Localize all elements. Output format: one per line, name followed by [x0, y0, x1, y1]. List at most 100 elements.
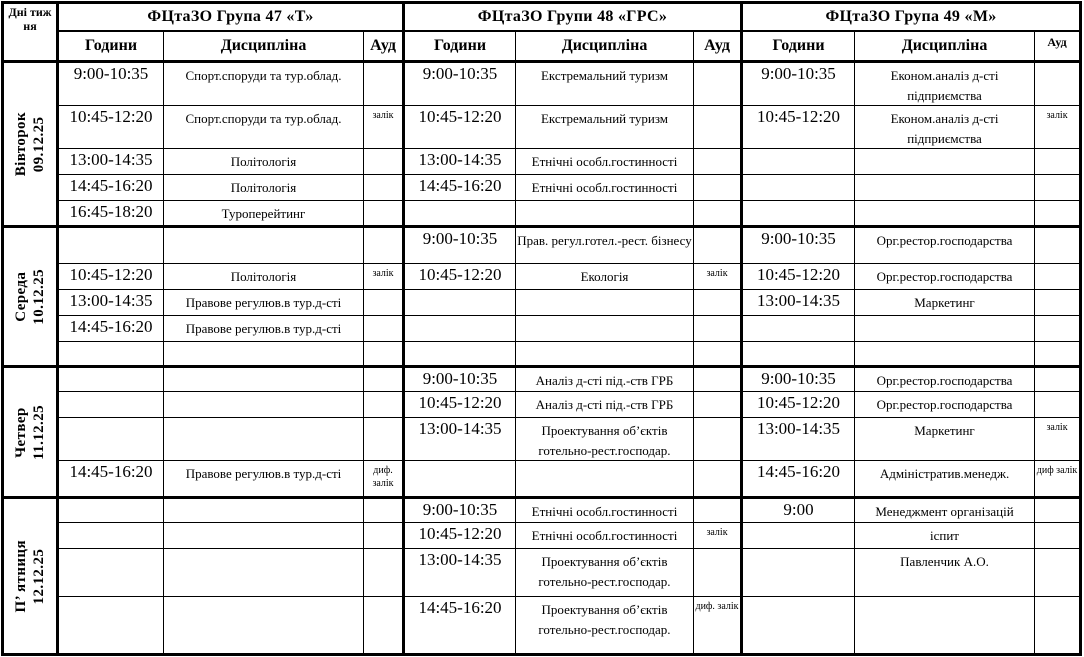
subject-cell: Туроперейтинг: [163, 200, 364, 227]
table-row: 13:00-14:35 Політологія 13:00-14:35 Етнічні…: [3, 148, 1082, 175]
time-cell: [740, 174, 856, 201]
time-cell: 9:00-10:35: [56, 60, 164, 106]
time-cell: 10:45-12:20: [740, 263, 856, 290]
day-date: 11.12.25: [31, 404, 47, 460]
room-cell: [692, 496, 743, 523]
subject-cell: Правове регулюв.в тур.д-сті: [163, 460, 364, 498]
subject-cell: [163, 365, 364, 392]
room-cell: [1034, 522, 1082, 549]
table-row: Четвер 11.12.25 9:00-10:35 Аналіз д-сті під…: [2, 365, 1082, 498]
time-cell: [740, 522, 856, 549]
subject-cell: іспит: [854, 522, 1036, 549]
time-cell: [402, 341, 516, 367]
time-cell: [56, 391, 164, 418]
subject-cell: [854, 148, 1036, 175]
room-cell: [363, 417, 404, 461]
subject-cell: [515, 289, 694, 316]
room-cell: [692, 289, 743, 316]
time-cell: 9:00-10:35: [402, 225, 516, 264]
time-cell: 10:45-12:20: [56, 105, 164, 149]
room-cell: [692, 315, 743, 342]
table-row: 14:45-16:20 Політологія 14:45-16:20 Етнічні…: [3, 174, 1082, 201]
table-row: 13:00-14:35 Правове регулюв.в тур.д-сті 13…: [3, 289, 1082, 316]
time-cell: 9:00: [740, 496, 856, 523]
time-cell: [56, 522, 164, 549]
subject-cell: Екстремальний туризм: [515, 105, 694, 149]
room-cell: [363, 341, 404, 367]
time-cell: [740, 596, 856, 655]
time-cell: 13:00-14:35: [402, 548, 516, 597]
subject-cell: [854, 200, 1036, 227]
table-row: 10:45-12:20 Етнічні особл.гостинності залі…: [3, 522, 1082, 549]
room-cell: [692, 148, 743, 175]
col-header-time-47: Години: [56, 30, 164, 63]
table-row: 14:45-16:20 Правове регулюв.в тур.д-сті ди…: [3, 460, 1082, 498]
day-label: Четвер 11.12.25: [12, 405, 48, 460]
time-cell: 10:45-12:20: [402, 263, 516, 290]
day-date: 09.12.25: [31, 116, 47, 172]
room-cell: [1034, 341, 1082, 367]
subject-cell: Орг.рестор.господарства: [854, 391, 1036, 418]
table-row: П’ ятниця 12.12.25 9:00-10:35 Етнічні особл…: [2, 496, 1082, 655]
subject-cell: Політологія: [163, 174, 364, 201]
col-header-subject-48: Дисципліна: [515, 30, 694, 63]
subject-cell: [163, 522, 364, 549]
time-cell: 14:45-16:20: [56, 174, 164, 201]
time-cell: 10:45-12:20: [402, 522, 516, 549]
time-cell: [56, 548, 164, 597]
subject-cell: Етнічні особл.гостинності: [515, 148, 694, 175]
room-cell: [1034, 315, 1082, 342]
time-cell: 9:00-10:35: [402, 496, 516, 523]
room-cell: диф. залік: [363, 460, 404, 498]
room-cell: [692, 460, 743, 498]
room-cell: [1034, 148, 1082, 175]
time-cell: [56, 341, 164, 367]
room-cell: [363, 225, 404, 264]
table-row: 13:00-14:35 Проектування об’єктів готельн…: [3, 417, 1082, 461]
subject-cell: Політологія: [163, 148, 364, 175]
table-row: [3, 341, 1082, 367]
time-cell: 10:45-12:20: [56, 263, 164, 290]
col-header-time-49: Години: [740, 30, 856, 63]
subject-cell: Екологія: [515, 263, 694, 290]
room-cell: залік: [692, 263, 743, 290]
subject-cell: [163, 548, 364, 597]
time-cell: 9:00-10:35: [402, 365, 516, 392]
col-header-time-48: Години: [402, 30, 516, 63]
subject-cell: Орг.рестор.господарства: [854, 263, 1036, 290]
time-cell: 13:00-14:35: [56, 148, 164, 175]
room-cell: [1034, 289, 1082, 316]
room-cell: [1034, 596, 1082, 655]
subject-cell: Маркетинг: [854, 417, 1036, 461]
table-row: 10:45-12:20 Аналіз д-сті під.-ств ГРБ 10:4…: [3, 391, 1082, 418]
time-cell: 14:45-16:20: [402, 174, 516, 201]
time-cell: 13:00-14:35: [402, 417, 516, 461]
room-cell: [692, 417, 743, 461]
time-cell: 10:45-12:20: [402, 105, 516, 149]
room-cell: [363, 596, 404, 655]
time-cell: [56, 225, 164, 264]
room-cell: [363, 174, 404, 201]
room-cell: [1034, 225, 1082, 264]
subject-cell: [163, 391, 364, 418]
room-cell: [692, 341, 743, 367]
subject-cell: Проектування об’єктів готельно-рест.госп…: [515, 548, 694, 597]
subject-cell: [515, 460, 694, 498]
subject-cell: [163, 417, 364, 461]
room-cell: [692, 200, 743, 227]
time-cell: [56, 596, 164, 655]
day-label: Середа 10.12.25: [12, 269, 48, 325]
table-row: Середа 10.12.25 9:00-10:35 Прав. регул.готе…: [2, 225, 1082, 367]
room-cell: [1034, 263, 1082, 290]
subject-cell: Павленчик А.О.: [854, 548, 1036, 597]
col-header-room-47: Ауд: [363, 30, 404, 63]
room-cell: [692, 60, 743, 106]
time-cell: [56, 496, 164, 523]
subject-cell: Спорт.споруди та тур.облад.: [163, 60, 364, 106]
days-column-header: Дні тиж ня: [2, 2, 59, 63]
time-cell: 9:00-10:35: [402, 60, 516, 106]
time-cell: 13:00-14:35: [402, 148, 516, 175]
time-cell: [740, 315, 856, 342]
